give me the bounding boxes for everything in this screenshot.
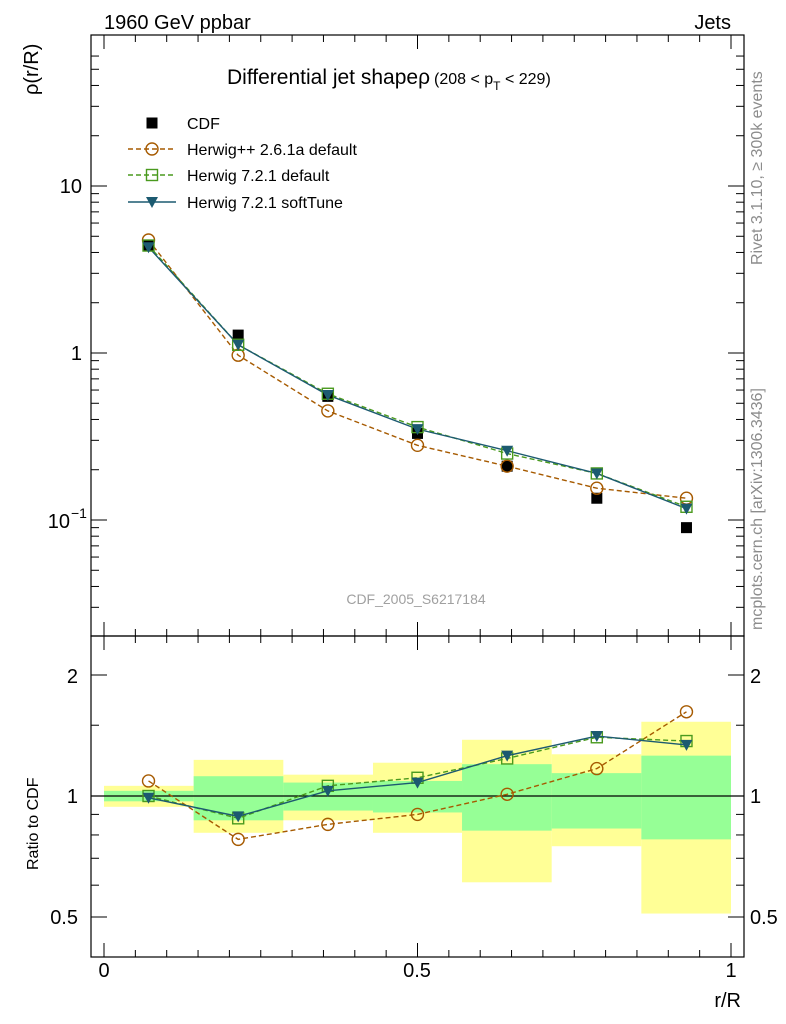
x-tick-label-1: 1 (725, 960, 736, 982)
ratio-data-point (680, 739, 693, 751)
x-tick-label-0.5: 0.5 (403, 960, 431, 982)
chart-title: Differential jet shapeρ (208 < pT < 229) (227, 66, 551, 93)
ratio-y-tick-label-0.5-right: 0.5 (750, 907, 778, 929)
main-data-point (590, 481, 604, 495)
main-data-point (591, 492, 603, 504)
main-series-line (148, 246, 687, 510)
ratio-y-tick-label-0.5: 0.5 (50, 907, 78, 929)
main-data-point (501, 460, 513, 472)
main-data-point (501, 445, 514, 457)
legend-marker (145, 168, 159, 182)
main-data-point (590, 468, 603, 480)
ratio-y-tick-label-2-right: 2 (750, 666, 761, 688)
ratio-data-point (500, 787, 514, 801)
legend-label-herwig7-softtune: Herwig 7.2.1 softTune (187, 195, 343, 212)
legend-label-herwig7-default: Herwig 7.2.1 default (187, 168, 330, 185)
main-y-label: ρ(r/R) (21, 44, 43, 95)
chart-title-text: Differential jet shape (227, 66, 418, 89)
main-y-tick-label-1: 1 (71, 343, 82, 365)
ratio-series-line (148, 711, 687, 841)
main-data-point (142, 242, 155, 254)
ratio-y-label: Ratio to CDF (25, 777, 42, 870)
x-axis-label: r/R (714, 990, 741, 1012)
ratio-y-tick-label-1-right: 1 (750, 786, 761, 808)
legend-marker (145, 142, 159, 156)
main-data-point (500, 459, 514, 473)
main-series-line (147, 239, 687, 499)
main-y-tick-label-0.1-exponent: −1 (71, 505, 87, 521)
ratio-y-tick-label-2: 2 (67, 666, 78, 688)
header-left: 1960 GeV ppbar (104, 12, 251, 34)
chart-title-range: (208 < p (434, 71, 493, 88)
main-data-point (232, 329, 244, 341)
header-right: Jets (694, 12, 731, 34)
main-data-point (321, 390, 334, 402)
ratio-y-tick-label-1: 1 (67, 786, 78, 808)
legend-marker (146, 117, 158, 129)
main-data-point (410, 438, 425, 453)
legend-label-cdf: CDF (187, 116, 220, 133)
ratio-band-inner (551, 773, 642, 829)
ratio-band-inner (641, 755, 731, 840)
legend-marker (146, 197, 158, 208)
ratio-data-point (321, 785, 334, 797)
side-text-top: Rivet 3.1.10, ≥ 300k events (749, 71, 766, 265)
ratio-data-point (321, 817, 335, 832)
ratio-data-point (232, 811, 245, 823)
main-data-point (680, 503, 693, 515)
main-data-point (680, 522, 692, 534)
chart-title-range-sub: T (493, 79, 501, 93)
legend-label-herwigpp: Herwig++ 2.6.1a default (187, 142, 357, 159)
ratio-data-point (231, 832, 245, 847)
chart-title-range-end: < 229) (501, 71, 551, 88)
ratio-data-point (679, 705, 694, 719)
ratio-band-inner (462, 764, 552, 831)
main-series-line (147, 245, 687, 508)
main-y-tick-label-0.1: 10 (48, 511, 70, 533)
ratio-data-point (501, 750, 514, 762)
main-data-point (411, 424, 424, 436)
ratio-data-point (411, 777, 424, 789)
chart-title-rho: ρ (418, 66, 430, 89)
ratio-data-point (590, 761, 604, 776)
main-y-tick-label-10: 10 (60, 176, 82, 198)
ratio-data-point (410, 807, 425, 822)
x-tick-label-0: 0 (98, 960, 109, 982)
side-text-bottom: mcplots.cern.ch [arXiv:1306.3436] (749, 388, 766, 630)
ratio-data-point (142, 792, 155, 804)
main-data-point (232, 339, 245, 351)
ratio-data-point (141, 774, 156, 788)
ratio-data-point (590, 731, 603, 743)
analysis-watermark: CDF_2005_S6217184 (346, 591, 486, 607)
main-data-point (321, 404, 335, 418)
